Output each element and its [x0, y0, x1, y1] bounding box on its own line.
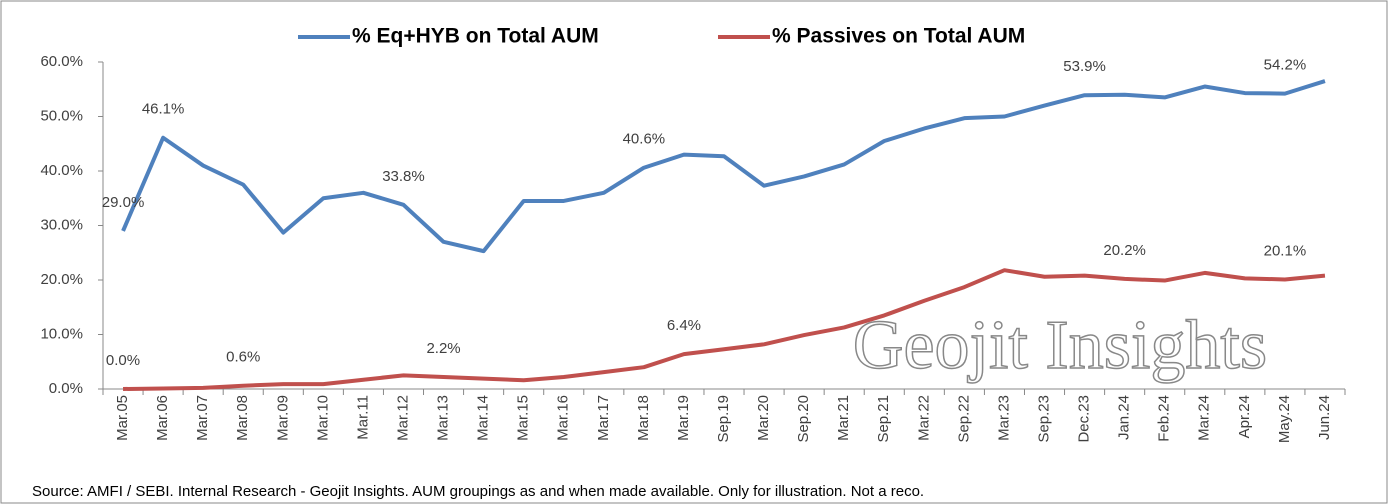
x-tick-label: Mar.08	[234, 395, 251, 441]
x-tick-label: Jan.24	[1116, 395, 1133, 440]
x-tick-label: Sep.21	[875, 395, 892, 443]
x-tick-label: Sep.20	[795, 395, 812, 443]
x-tick-label: Mar.17	[595, 395, 612, 441]
data-label: 54.2%	[1264, 57, 1307, 74]
y-tick-label: 20.0%	[40, 271, 83, 288]
series-line	[121, 79, 1326, 254]
data-label: 0.0%	[106, 352, 140, 369]
x-tick-label: Sep.19	[715, 395, 732, 443]
data-label: 2.2%	[426, 340, 460, 357]
x-tick-label: Mar.18	[635, 395, 652, 441]
data-label: 53.9%	[1063, 58, 1106, 75]
x-tick-label: Mar.07	[194, 395, 211, 441]
data-label: 40.6%	[623, 131, 666, 148]
y-tick-label: 0.0%	[49, 380, 83, 397]
data-label: 29.0%	[102, 194, 145, 211]
y-tick-label: 40.0%	[40, 162, 83, 179]
x-tick-label: Mar.22	[915, 395, 932, 441]
x-tick-label: Apr.24	[1236, 395, 1253, 438]
data-label: 20.2%	[1103, 242, 1146, 259]
legend-label: % Passives on Total AUM	[772, 25, 1025, 48]
data-label: 33.8%	[382, 168, 425, 185]
x-tick-label: Mar.15	[515, 395, 532, 441]
source-note: Source: AMFI / SEBI. Internal Research -…	[32, 483, 924, 500]
x-tick-label: Mar.13	[435, 395, 452, 441]
legend-label: % Eq+HYB on Total AUM	[352, 25, 599, 48]
data-label: 6.4%	[667, 317, 701, 334]
x-tick-label: Mar.10	[314, 395, 331, 441]
data-label: 0.6%	[226, 349, 260, 366]
y-tick-label: 50.0%	[40, 107, 83, 124]
x-tick-label: Mar.09	[274, 395, 291, 441]
x-tick-label: Mar.23	[995, 395, 1012, 441]
x-tick-label: Mar.16	[555, 395, 572, 441]
data-label: 20.1%	[1264, 242, 1307, 259]
x-tick-label: Mar.24	[1196, 395, 1213, 441]
x-tick-label: Dec.23	[1076, 395, 1093, 443]
x-tick-label: Sep.23	[1035, 395, 1052, 443]
x-tick-label: May.24	[1276, 395, 1293, 443]
x-tick-label: Mar.20	[755, 395, 772, 441]
y-tick-label: 30.0%	[40, 216, 83, 233]
x-tick-label: Mar.12	[394, 395, 411, 441]
watermark: Geojit Insights	[853, 307, 1267, 384]
x-tick-label: Mar.11	[354, 395, 371, 440]
x-tick-label: Mar.05	[114, 395, 131, 441]
x-tick-label: Mar.06	[154, 395, 171, 441]
x-tick-label: Mar.14	[475, 395, 492, 441]
y-tick-label: 60.0%	[40, 53, 83, 70]
x-tick-label: Jun.24	[1316, 395, 1333, 440]
x-tick-label: Mar.19	[675, 395, 692, 441]
y-tick-label: 10.0%	[40, 325, 83, 342]
series-line	[123, 268, 1326, 391]
x-tick-label: Feb.24	[1156, 395, 1173, 442]
data-label: 46.1%	[142, 101, 185, 118]
x-tick-label: Mar.21	[835, 395, 852, 441]
x-tick-label: Sep.22	[955, 395, 972, 443]
